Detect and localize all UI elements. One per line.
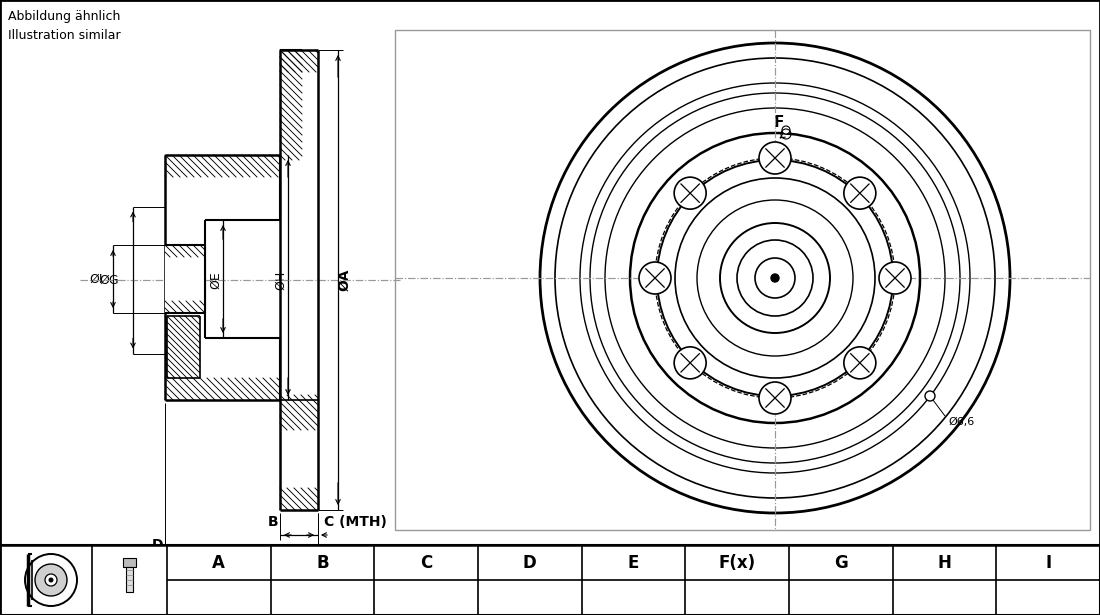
Circle shape <box>697 200 852 356</box>
Text: ØE: ØE <box>209 271 222 289</box>
Bar <box>280 72 318 488</box>
Circle shape <box>674 347 706 379</box>
Text: ØA: ØA <box>337 269 351 291</box>
Bar <box>167 316 200 378</box>
Text: ®: ® <box>800 413 820 432</box>
Bar <box>165 177 280 378</box>
Bar <box>165 378 280 400</box>
Circle shape <box>879 262 911 294</box>
Bar <box>395 30 1090 530</box>
Circle shape <box>50 578 53 582</box>
Bar <box>165 155 280 177</box>
Text: Ate: Ate <box>618 327 772 429</box>
Circle shape <box>630 133 920 423</box>
Text: Ø6,6: Ø6,6 <box>948 417 975 427</box>
Text: D: D <box>152 538 163 552</box>
Text: G: G <box>834 554 848 571</box>
Text: A: A <box>212 554 226 571</box>
Bar <box>123 558 136 567</box>
Text: E: E <box>628 554 639 571</box>
Circle shape <box>844 347 876 379</box>
Circle shape <box>759 382 791 414</box>
Bar <box>165 257 205 301</box>
Circle shape <box>925 391 935 401</box>
Circle shape <box>755 258 795 298</box>
Circle shape <box>674 177 706 209</box>
Text: F: F <box>773 115 784 130</box>
Text: H: H <box>937 554 952 571</box>
Text: ØI: ØI <box>89 272 103 285</box>
Circle shape <box>844 177 876 209</box>
Circle shape <box>771 274 779 282</box>
Circle shape <box>540 43 1010 513</box>
Bar <box>126 567 133 592</box>
Circle shape <box>639 262 671 294</box>
Text: B: B <box>316 554 329 571</box>
Circle shape <box>657 160 893 396</box>
Circle shape <box>25 554 77 606</box>
Text: F(x): F(x) <box>718 554 756 571</box>
Circle shape <box>782 126 790 134</box>
Text: B: B <box>267 515 278 529</box>
Text: ØG: ØG <box>99 274 119 287</box>
Bar <box>0 545 1100 615</box>
Bar <box>280 50 302 160</box>
Circle shape <box>737 240 813 316</box>
Bar <box>165 245 205 257</box>
Bar <box>280 488 318 510</box>
Bar <box>280 50 318 72</box>
Text: C: C <box>420 554 432 571</box>
Circle shape <box>35 564 67 596</box>
Text: C (MTH): C (MTH) <box>324 515 387 529</box>
Circle shape <box>720 223 830 333</box>
Circle shape <box>675 178 874 378</box>
Circle shape <box>45 574 57 586</box>
Text: I: I <box>1045 554 1052 571</box>
Text: ØH: ØH <box>275 271 287 290</box>
Text: D: D <box>522 554 537 571</box>
Circle shape <box>759 142 791 174</box>
Bar <box>280 395 318 430</box>
Text: Abbildung ähnlich
Illustration similar: Abbildung ähnlich Illustration similar <box>8 10 121 42</box>
Bar <box>165 301 205 313</box>
